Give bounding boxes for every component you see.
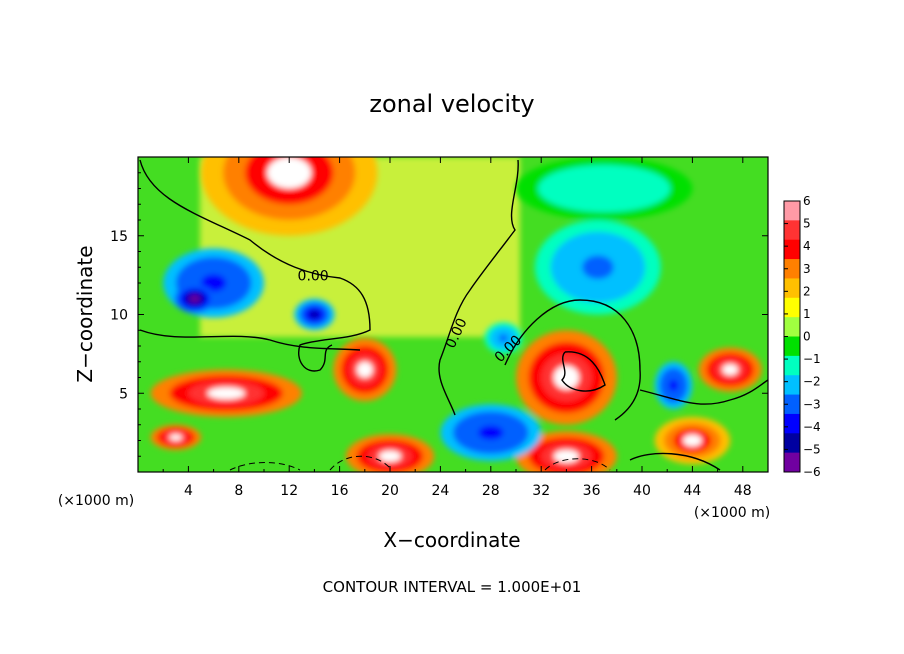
- y-tick-label: 15: [110, 229, 128, 245]
- colorbar-tick-label: −6: [803, 465, 821, 479]
- colorbar-swatch: [784, 375, 800, 395]
- x-axis-unit-right: (×1000 m): [694, 505, 770, 521]
- x-tick-label: 32: [532, 483, 550, 499]
- y-axis-label: Z−coordinate: [73, 245, 97, 382]
- field-blob-level: [554, 450, 579, 463]
- field-blob: [294, 299, 334, 331]
- colorbar-tick-label: 2: [803, 284, 811, 298]
- field-blob: [151, 370, 302, 417]
- colorbar-swatch: [784, 453, 800, 473]
- x-tick-label: 28: [482, 483, 500, 499]
- field-blob-level: [722, 364, 738, 375]
- colorbar-swatch: [784, 278, 800, 298]
- field-blob-level: [309, 311, 319, 319]
- x-tick-label: 44: [683, 483, 701, 499]
- field-blob: [175, 285, 215, 313]
- colorbar-tick-label: 6: [803, 194, 811, 208]
- plot-area: 0.000.00 0.00: [138, 110, 768, 482]
- colorbar-tick-label: 5: [803, 217, 811, 231]
- colorbar-swatch: [784, 240, 800, 260]
- contour-label: 0.00: [298, 269, 329, 285]
- field-blob: [163, 248, 264, 317]
- x-tick-label: 36: [583, 483, 601, 499]
- field-blob: [333, 338, 396, 401]
- field-blob: [516, 157, 692, 220]
- colorbar-tick-label: −2: [803, 375, 821, 389]
- x-tick-label: 40: [633, 483, 651, 499]
- contour-interval-note: CONTOUR INTERVAL = 1.000E+01: [323, 578, 582, 596]
- field-blob-level: [207, 387, 245, 399]
- colorbar-tick-label: 1: [803, 307, 811, 321]
- colorbar-tick-label: 3: [803, 262, 811, 276]
- colorbar-swatch: [784, 433, 800, 453]
- field-blob-level: [582, 255, 614, 279]
- colorbar-swatch: [784, 201, 800, 221]
- field-blob-level: [190, 295, 200, 302]
- field-blob-level: [170, 434, 183, 440]
- x-tick-label: 12: [280, 483, 298, 499]
- colorbar-tick-label: −3: [803, 397, 821, 411]
- field-blob: [535, 220, 661, 315]
- field-blob-level: [582, 181, 626, 197]
- colorbar-tick-label: −1: [803, 352, 821, 366]
- field-blob-level: [478, 426, 503, 440]
- x-tick-label: 4: [184, 483, 193, 499]
- colorbar-tick-label: −5: [803, 442, 821, 456]
- field-blob: [151, 425, 201, 450]
- colorbar-swatch: [784, 337, 800, 357]
- x-axis-label: X−coordinate: [383, 528, 520, 552]
- field-blob-level: [357, 362, 373, 378]
- colorbar-tick-label: 4: [803, 239, 811, 253]
- x-tick-label: 16: [331, 483, 349, 499]
- x-tick-label: 24: [431, 483, 449, 499]
- y-tick-label: 5: [119, 386, 128, 402]
- field-blob-level: [683, 435, 702, 447]
- colorbar-swatch: [784, 317, 800, 337]
- x-tick-label: 20: [381, 483, 399, 499]
- x-tick-label: 48: [734, 483, 752, 499]
- colorbar-swatch: [784, 298, 800, 318]
- x-tick-label: 8: [234, 483, 243, 499]
- chart-title: zonal velocity: [369, 90, 534, 118]
- colorbar: 6 5 4 3 2 1 0 −1 −2 −3 −4 −5 −6: [784, 194, 821, 479]
- field-blob: [699, 348, 762, 392]
- x-axis-unit-left: (×1000 m): [58, 493, 134, 509]
- colorbar-swatch: [784, 414, 800, 434]
- colorbar-tick-label: 0: [803, 330, 811, 344]
- y-tick-label: 10: [110, 308, 128, 324]
- field-blob-level: [379, 451, 401, 462]
- field-blob: [440, 404, 541, 461]
- colorbar-tick-label: −4: [803, 420, 821, 434]
- field-blob-level: [669, 379, 678, 391]
- field-blob: [201, 110, 377, 236]
